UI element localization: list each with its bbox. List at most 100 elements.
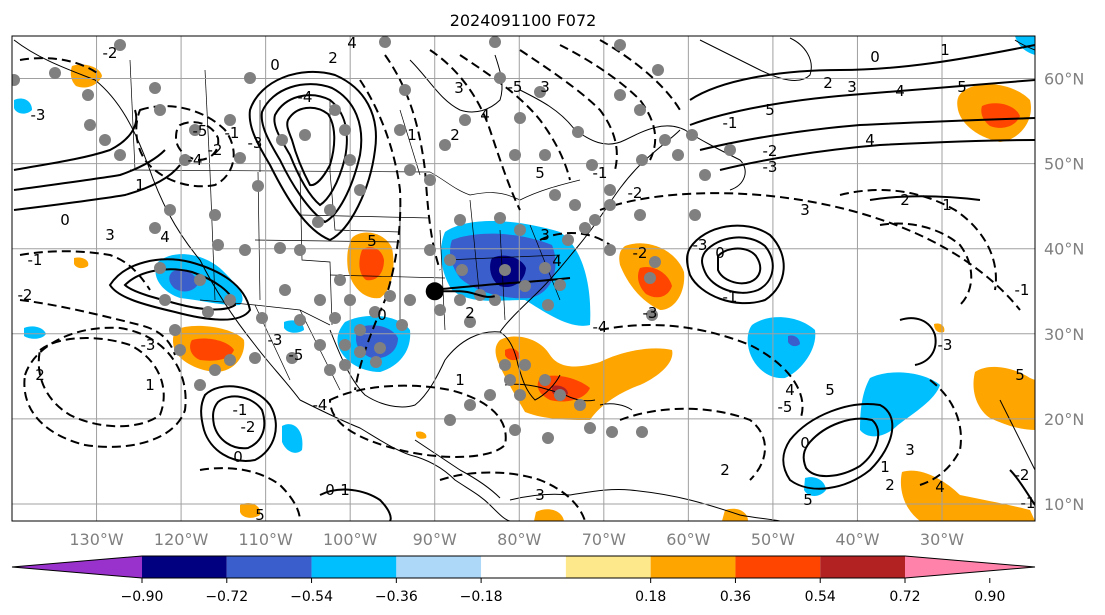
border-state-11 <box>444 254 561 261</box>
contour-label: 5 <box>825 381 835 399</box>
shading-blue-atlantic-south <box>804 477 826 496</box>
contour-label: 4 <box>935 478 945 496</box>
contour-solid-north-atlantic-3 <box>699 117 1035 151</box>
station-dot <box>659 134 671 146</box>
contour-solid-high-west-3 <box>273 94 348 207</box>
station-dot <box>534 86 546 98</box>
shading-red-baja <box>190 338 234 361</box>
coastline-greenland <box>699 37 812 81</box>
station-dot <box>329 312 341 324</box>
lon-label: 100°W <box>323 530 378 549</box>
contour-solid-atlantic-right-2 <box>869 195 981 201</box>
station-dot <box>274 242 286 254</box>
contour-label: -4 <box>593 318 608 336</box>
lon-label: 130°W <box>69 530 124 549</box>
station-dot <box>114 39 126 51</box>
station-dot <box>562 234 574 246</box>
contour-label: -5 <box>193 122 208 140</box>
contour-label: -2 <box>18 286 33 304</box>
contour-dashed-15 <box>599 192 1021 311</box>
contours-dashed <box>19 39 1021 521</box>
station-dot <box>404 164 416 176</box>
colorbar-segment <box>142 556 227 578</box>
lon-label: 30°W <box>920 530 964 549</box>
station-dot <box>154 262 166 274</box>
contour-label: 0 <box>270 56 280 74</box>
contour-solid-high-west-4 <box>286 106 336 187</box>
station-dot <box>686 129 698 141</box>
contour-label: -2 <box>208 141 223 159</box>
contour-dashed-21 <box>439 471 586 521</box>
contour-label: 4 <box>347 34 357 52</box>
colorbar-tick-label: −0.18 <box>460 589 503 605</box>
station-dot <box>636 426 648 438</box>
station-dot <box>454 294 466 306</box>
contour-label: -2 <box>1015 466 1030 484</box>
border-state-2 <box>257 171 261 301</box>
coastline-hispaniola <box>599 403 633 411</box>
lon-label: 50°W <box>751 530 795 549</box>
station-dot <box>324 204 336 216</box>
station-dot <box>344 154 356 166</box>
contour-label: 2 <box>465 304 475 322</box>
contour-solid-low-atlantic-2 <box>701 236 774 294</box>
station-dot <box>399 84 411 96</box>
shading-blue-atlantic-mid <box>747 317 816 379</box>
contour-solid-low-east-atlantic-2 <box>802 417 880 477</box>
station-dot <box>574 399 586 411</box>
contour-dashed-13 <box>174 121 220 162</box>
shading-blue-alaska <box>14 98 32 114</box>
contour-solid-north-atlantic-1 <box>689 44 1035 101</box>
contour-dashed-1 <box>354 79 402 391</box>
station-dot <box>354 324 366 336</box>
station-dot <box>604 199 616 211</box>
colorbar-tick-label: −0.90 <box>121 589 164 605</box>
border-state-1 <box>209 171 216 301</box>
shading-red-north-atlantic <box>981 103 1020 128</box>
station-dot <box>606 426 618 438</box>
colorbar-tick-label: −0.72 <box>205 589 248 605</box>
station-dot <box>339 359 351 371</box>
contour-label: 5 <box>367 232 377 250</box>
shading-orange-atlantic-east <box>973 366 1035 430</box>
longitude-labels: 130°W 120°W 110°W 100°W 90°W 80°W 70°W 60°W 50°W… <box>69 530 964 549</box>
marker-track-line <box>434 290 495 298</box>
contour-label: 0 <box>233 448 243 466</box>
contour-dashed-23 <box>919 379 962 486</box>
figure-title: 2024091100 F072 <box>450 11 597 30</box>
station-dot <box>179 154 191 166</box>
station-dot <box>209 209 221 221</box>
station-dot <box>636 154 648 166</box>
station-dot <box>554 389 566 401</box>
contour-solid-north-atlantic-2 <box>689 79 1035 126</box>
latitude-labels: 60°N 50°N 40°N 30°N 20°N 10°N <box>1044 70 1084 514</box>
contour-solid-africa <box>1009 469 1035 506</box>
station-dot <box>464 316 476 328</box>
station-dot <box>514 389 526 401</box>
station-dot <box>99 134 111 146</box>
contour-label: -1 <box>233 401 248 419</box>
contour-label: 2 <box>720 461 730 479</box>
border-us-canada <box>129 169 581 201</box>
station-dot <box>276 134 288 146</box>
contour-label: -4 <box>188 151 203 169</box>
contour-solid-high-west <box>248 70 377 242</box>
station-dots <box>12 36 736 444</box>
contour-label: -3 <box>643 304 658 322</box>
station-dot <box>164 204 176 216</box>
station-dot <box>354 184 366 196</box>
lon-label: 80°W <box>497 530 541 549</box>
station-dot <box>49 67 61 79</box>
contour-dashed-16 <box>599 324 804 421</box>
contour-label: 1 <box>145 376 155 394</box>
contours <box>13 44 1035 521</box>
contour-dashed-4 <box>459 54 571 181</box>
station-dot <box>542 299 554 311</box>
station-dot <box>249 352 261 364</box>
contour-label: -5 <box>508 78 523 96</box>
contour-label: 1 <box>135 176 145 194</box>
contour-label: 4 <box>480 106 490 124</box>
contour-label: 4 <box>865 131 875 149</box>
contour-label: 3 <box>847 78 857 96</box>
station-dot <box>634 209 646 221</box>
